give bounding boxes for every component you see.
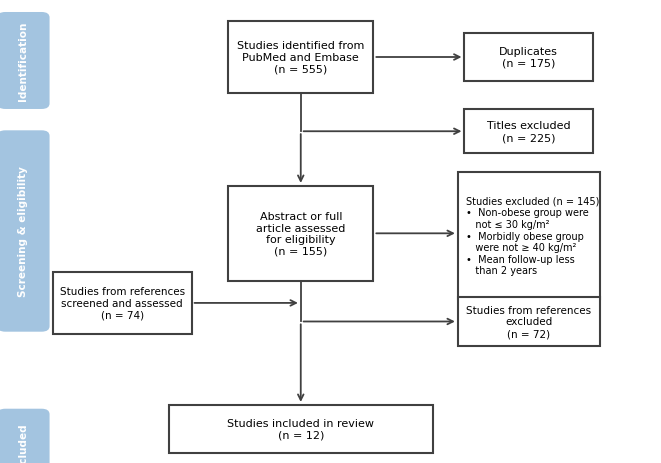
Text: Studies identified from
PubMed and Embase
(n = 555): Studies identified from PubMed and Embas… — [237, 41, 364, 75]
Text: Abstract or full
article assessed
for eligibility
(n = 155): Abstract or full article assessed for el… — [256, 212, 346, 256]
Text: Identification: Identification — [19, 22, 28, 101]
FancyBboxPatch shape — [457, 298, 600, 346]
FancyBboxPatch shape — [464, 110, 594, 154]
Text: Titles excluded
(n = 225): Titles excluded (n = 225) — [487, 121, 570, 143]
Text: Included: Included — [19, 423, 28, 463]
Text: Studies included in review
(n = 12): Studies included in review (n = 12) — [227, 419, 374, 440]
FancyBboxPatch shape — [464, 33, 594, 82]
Text: Duplicates
(n = 175): Duplicates (n = 175) — [499, 47, 559, 69]
Text: Studies excluded (n = 145)
•  Non-obese group were
   not ≤ 30 kg/m²
•  Morbidly: Studies excluded (n = 145) • Non-obese g… — [465, 196, 599, 276]
FancyBboxPatch shape — [228, 22, 373, 94]
FancyBboxPatch shape — [53, 272, 192, 334]
FancyBboxPatch shape — [0, 409, 50, 463]
FancyBboxPatch shape — [0, 13, 50, 110]
FancyBboxPatch shape — [0, 131, 50, 332]
Text: Studies from references
screened and assessed
(n = 74): Studies from references screened and ass… — [59, 287, 185, 320]
Text: Screening & eligibility: Screening & eligibility — [19, 166, 28, 297]
Text: Studies from references
excluded
(n = 72): Studies from references excluded (n = 72… — [466, 305, 592, 338]
FancyBboxPatch shape — [169, 405, 433, 454]
FancyBboxPatch shape — [228, 186, 373, 281]
FancyBboxPatch shape — [457, 173, 600, 300]
